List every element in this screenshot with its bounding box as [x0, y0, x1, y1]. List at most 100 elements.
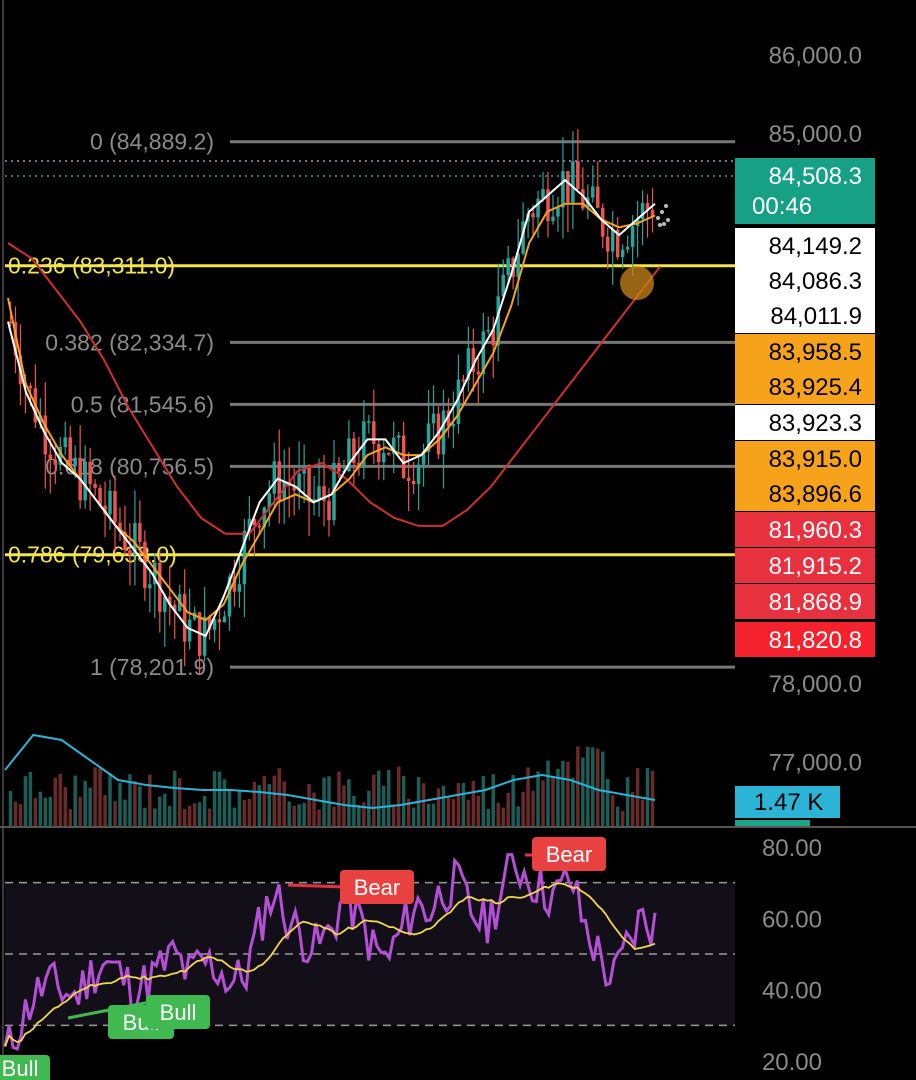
volume-bar: [192, 803, 197, 826]
candle: [48, 454, 53, 460]
volume-bar: [78, 796, 82, 826]
candle: [406, 477, 411, 481]
candle: [556, 207, 560, 217]
candle: [272, 461, 277, 494]
candle: [566, 171, 570, 203]
price-tag-value: 83,925.4: [769, 374, 862, 401]
price-tag: [735, 334, 875, 369]
volume-bar: [372, 774, 376, 826]
candle: [630, 226, 635, 247]
volume-bar: [581, 757, 585, 826]
volume-bar: [426, 803, 431, 826]
volume-bar: [561, 760, 565, 826]
candle: [312, 499, 316, 502]
volume-bar: [232, 807, 237, 826]
volume-bar: [536, 771, 540, 826]
volume-bar: [242, 800, 247, 826]
volume-bar: [138, 786, 142, 826]
projection-dot: [656, 216, 660, 220]
candle: [576, 161, 580, 190]
candle: [551, 216, 555, 222]
candle: [138, 523, 142, 542]
price-tag-value: 81,915.2: [769, 553, 862, 580]
candle: [426, 423, 431, 452]
volume-bar: [158, 796, 162, 826]
volume-bar: [163, 793, 167, 826]
volume-bar: [352, 795, 356, 826]
volume-bar: [18, 804, 23, 826]
volume-bar: [133, 781, 137, 826]
volume-bar: [153, 808, 157, 826]
candle: [471, 348, 476, 372]
volume-bar: [292, 805, 296, 826]
volume-bar: [466, 799, 471, 826]
rsi-axis-tick: 40.00: [762, 978, 822, 1005]
fib-level-label: 1 (78,201.9): [90, 654, 214, 680]
volume-tag-underline: [735, 820, 810, 826]
price-tag: [735, 512, 875, 547]
candle: [521, 221, 525, 254]
candle: [108, 490, 112, 515]
price-tag: [735, 158, 875, 224]
candle: [516, 253, 520, 277]
volume-bar: [506, 792, 510, 826]
volume-bar: [38, 791, 43, 826]
volume-bar: [332, 806, 336, 826]
price-tag: [735, 584, 875, 619]
volume-bar: [207, 808, 212, 826]
volume-bar: [237, 790, 242, 826]
rsi-axis-tick: 80.00: [762, 835, 822, 862]
candle: [242, 530, 247, 585]
candle: [382, 453, 386, 463]
fib-level-label: 0 (84,889.2): [90, 129, 214, 155]
candles: [8, 129, 655, 675]
candle: [103, 505, 107, 515]
candle: [322, 486, 326, 501]
volume-bar: [576, 746, 580, 826]
bull-signal-text: Bull: [2, 1056, 39, 1080]
rsi-ma-line: [4, 882, 656, 1047]
volume-bar: [421, 783, 426, 826]
volume-bar: [391, 804, 396, 826]
candle: [247, 518, 252, 531]
price-tag-value: 83,915.0: [769, 446, 862, 473]
volume-bar: [521, 791, 525, 826]
candle: [391, 437, 396, 454]
candle: [625, 246, 630, 250]
countdown-timer: 00:46: [752, 193, 812, 220]
candle: [282, 481, 286, 501]
volume-bar: [551, 776, 555, 826]
volume-bar: [177, 778, 182, 826]
candle: [357, 463, 361, 466]
candle: [640, 203, 645, 220]
volume-bar: [541, 780, 545, 826]
volume-bar: [53, 777, 58, 826]
fib-level-label: 0.236 (83,311.0): [8, 253, 175, 279]
candle: [506, 258, 510, 275]
bear-divergence-line: [287, 883, 346, 889]
candle: [481, 331, 486, 375]
price-tag-value: 83,896.6: [769, 481, 862, 508]
bull-signal-text: Bull: [160, 1000, 197, 1025]
volume-bar: [610, 795, 615, 826]
candle: [58, 446, 62, 465]
volume-ma-line: [4, 733, 656, 810]
volume-bar: [431, 803, 436, 826]
candle: [133, 523, 137, 555]
fib-level-label: 0.786 (79,633.0): [8, 542, 177, 568]
volume-bar: [302, 802, 306, 826]
volume-bar: [68, 809, 72, 826]
candle: [317, 486, 321, 500]
candle: [227, 576, 232, 617]
bear-signal-label: [340, 870, 414, 904]
fib-level-label: 0.382 (82,334.7): [45, 329, 214, 355]
volume-bar: [640, 799, 645, 826]
candle: [187, 619, 192, 642]
volume-bar: [287, 801, 291, 826]
volume-bar: [187, 805, 192, 826]
price-tag: [735, 622, 875, 657]
candle: [13, 322, 18, 356]
volume-bar: [546, 760, 550, 826]
